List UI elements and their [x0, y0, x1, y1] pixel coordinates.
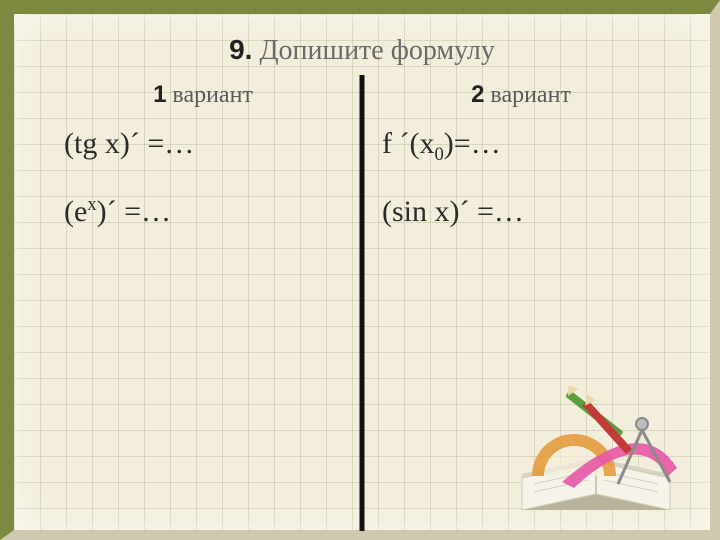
vertical-divider	[360, 75, 365, 531]
formula-e-x: (ех)´ =…	[64, 195, 342, 229]
slide-title: 9. Допишите формулу	[44, 34, 680, 67]
variant-2-label: вариант	[490, 82, 571, 108]
variant-2-heading: 2 вариант	[382, 81, 660, 109]
variant-1-label: вариант	[172, 82, 253, 108]
variant-1-heading: 1 вариант	[64, 81, 342, 109]
title-number: 9.	[229, 34, 252, 65]
formula-f-prime-x0: f ´(x0)=…	[382, 127, 660, 161]
variant-2-column: 2 вариант f ´(x0)=… (sin x)´ =…	[362, 81, 680, 521]
variant-2-number: 2	[471, 81, 484, 108]
variant-1-column: 1 вариант (tg x)´ =… (ех)´ =…	[44, 81, 362, 521]
formula-tg-x: (tg x)´ =…	[64, 127, 342, 161]
title-text: Допишите формулу	[259, 35, 494, 66]
variant-1-number: 1	[153, 81, 166, 108]
two-column-layout: 1 вариант (tg x)´ =… (ех)´ =… 2 вариант …	[44, 81, 680, 521]
formula-sin-x: (sin x)´ =…	[382, 195, 660, 229]
slide-content: 9. Допишите формулу 1 вариант (tg x)´ =……	[14, 14, 710, 530]
